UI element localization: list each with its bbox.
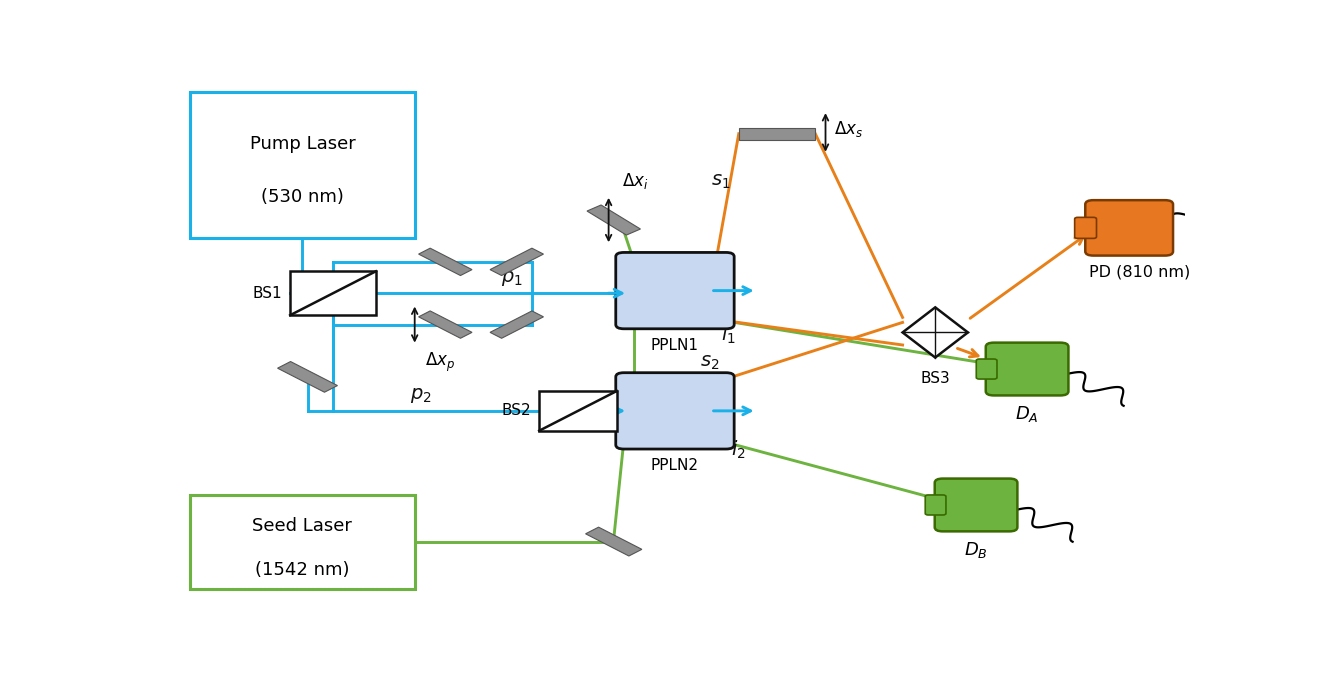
- Polygon shape: [278, 361, 337, 392]
- Text: $\Delta x_p$: $\Delta x_p$: [425, 351, 454, 374]
- Bar: [739, 128, 815, 139]
- Bar: [190, 494, 415, 589]
- Text: $D_A$: $D_A$: [1015, 404, 1039, 424]
- Text: $i_2$: $i_2$: [731, 439, 745, 460]
- Polygon shape: [419, 311, 471, 338]
- Text: (1542 nm): (1542 nm): [255, 562, 350, 579]
- Text: $i_1$: $i_1$: [720, 323, 736, 346]
- Polygon shape: [902, 308, 968, 358]
- Text: $s_1$: $s_1$: [711, 172, 730, 191]
- Polygon shape: [586, 527, 641, 556]
- Text: PPLN2: PPLN2: [651, 458, 699, 473]
- Polygon shape: [490, 311, 544, 338]
- Text: BS3: BS3: [921, 371, 950, 386]
- Text: (530 nm): (530 nm): [261, 187, 344, 206]
- Text: $p_2$: $p_2$: [410, 386, 431, 405]
- Polygon shape: [419, 249, 471, 276]
- FancyBboxPatch shape: [926, 495, 946, 515]
- FancyBboxPatch shape: [1085, 200, 1173, 255]
- FancyBboxPatch shape: [616, 373, 734, 449]
- Text: $\Delta x_i$: $\Delta x_i$: [622, 171, 648, 191]
- FancyBboxPatch shape: [616, 253, 734, 329]
- Text: $D_B$: $D_B$: [964, 540, 988, 560]
- Text: $s_2$: $s_2$: [701, 352, 720, 371]
- Text: Pump Laser: Pump Laser: [249, 135, 356, 153]
- Bar: [539, 391, 616, 430]
- Text: $p_1$: $p_1$: [502, 269, 523, 288]
- FancyBboxPatch shape: [1075, 217, 1097, 238]
- FancyBboxPatch shape: [935, 479, 1018, 532]
- Text: $\Delta x_s$: $\Delta x_s$: [834, 119, 863, 139]
- Text: PPLN1: PPLN1: [651, 337, 699, 352]
- Bar: [290, 272, 375, 315]
- Polygon shape: [490, 249, 544, 276]
- Polygon shape: [587, 205, 640, 235]
- FancyBboxPatch shape: [976, 359, 997, 379]
- FancyBboxPatch shape: [985, 343, 1068, 395]
- Text: PD (810 nm): PD (810 nm): [1089, 265, 1191, 280]
- Text: BS1: BS1: [253, 286, 282, 301]
- Text: Seed Laser: Seed Laser: [253, 517, 353, 535]
- Text: BS2: BS2: [502, 403, 531, 418]
- Bar: [190, 92, 415, 238]
